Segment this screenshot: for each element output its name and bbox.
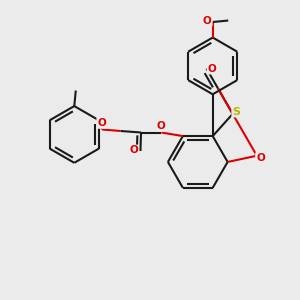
Text: O: O: [208, 64, 216, 74]
Text: O: O: [256, 153, 265, 163]
Text: O: O: [130, 146, 138, 155]
Text: O: O: [97, 118, 106, 128]
Text: O: O: [203, 16, 212, 26]
Text: S: S: [232, 106, 240, 116]
Text: O: O: [157, 121, 166, 131]
